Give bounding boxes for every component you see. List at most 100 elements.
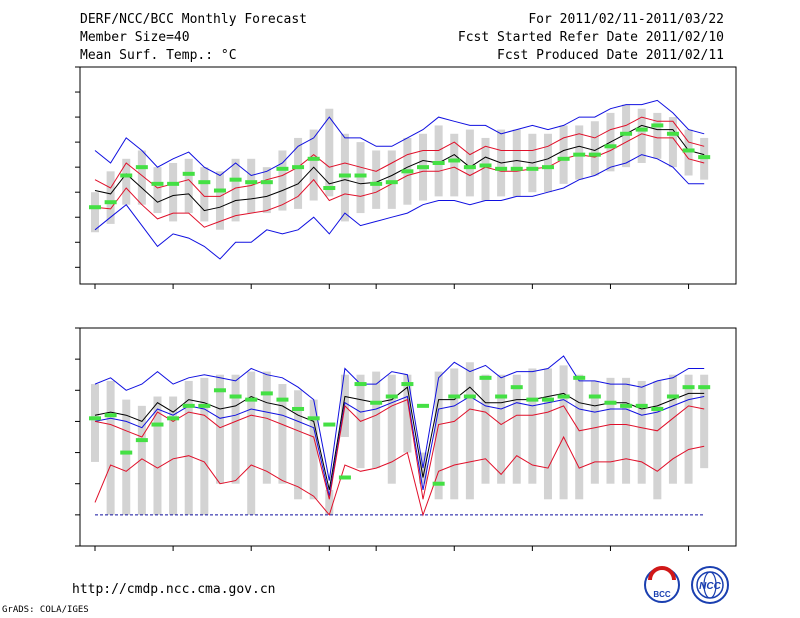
temp-green-marker (323, 186, 336, 191)
temp-green-marker (167, 181, 180, 186)
temp-green-marker (213, 188, 226, 193)
prec-ensemble-box (309, 399, 318, 500)
temp-green-marker (182, 171, 195, 176)
temp-ensemble-box (653, 112, 662, 159)
temp-ensemble-box (356, 142, 365, 214)
temp-ensemble-box (91, 192, 99, 233)
prec-inner-high-line (94, 398, 705, 500)
bcc-logo-text: BCC (653, 590, 671, 599)
temp-green-marker (573, 152, 586, 157)
temp-plot-frame (79, 66, 737, 285)
prec-green-marker (432, 481, 445, 486)
temp-ensemble-box (325, 108, 334, 197)
temp-ensemble-box (481, 137, 490, 201)
prec-green-marker (401, 382, 414, 387)
temp-green-marker (510, 166, 523, 171)
temp-green-marker (276, 166, 289, 171)
prec-green-marker (292, 406, 305, 411)
bcc-logo: BCC (644, 566, 680, 603)
prec-green-marker (229, 394, 242, 399)
temp-ensemble-box (294, 137, 303, 209)
temp-ensemble-box (200, 167, 209, 222)
temp-green-marker (526, 166, 539, 171)
prec-ensemble-box (387, 374, 396, 484)
temp-ensemble-box (169, 162, 178, 222)
temp-ensemble-box (215, 171, 224, 230)
prec-ensemble-box (637, 380, 646, 484)
forecast-started: Fcst Started Refer Date 2011/02/10 (457, 30, 724, 45)
temp-green-marker (151, 181, 164, 186)
prec-ensemble-box (231, 374, 240, 484)
prec-green-marker (323, 422, 336, 427)
temp-green-marker (620, 131, 633, 136)
prec-green-marker (495, 394, 508, 399)
temp-green-marker (495, 166, 508, 171)
temp-green-marker (479, 163, 492, 168)
prec-ensemble-box (512, 374, 521, 484)
temp-green-marker (260, 180, 273, 185)
temp-green-marker (635, 127, 648, 132)
prec-ensemble-box (184, 380, 193, 515)
prec-outer-high-line (94, 355, 705, 481)
temp-green-marker (541, 165, 554, 170)
prec-ensemble-box (294, 390, 303, 500)
temperature-panel (75, 66, 737, 289)
temp-green-marker (338, 173, 351, 178)
prec-green-marker (213, 388, 226, 393)
prec-green-marker (167, 416, 180, 421)
prec-ensemble-box (543, 368, 552, 500)
prec-ensemble-box (372, 371, 381, 469)
temp-ensemble-box (543, 133, 552, 193)
temp-ensemble-box (684, 129, 693, 176)
prec-green-marker (104, 413, 117, 418)
temp-green-marker (588, 152, 601, 157)
prec-ensemble-box (653, 380, 662, 500)
prec-inner-low-line (94, 435, 705, 517)
temp-outer-high-line (94, 99, 705, 177)
temp-ensemble-box (575, 125, 584, 180)
temp-green-marker (104, 200, 117, 205)
temp-ensemble-box (512, 129, 521, 197)
prec-ensemble-box (153, 396, 162, 515)
prec-green-marker (651, 406, 664, 411)
forecast-period: For 2011/02/11-2011/03/22 (528, 12, 724, 27)
temp-ensemble-box (309, 129, 318, 201)
prec-green-marker (698, 385, 711, 390)
prec-ensemble-box (403, 374, 412, 453)
temp-ensemble-box (184, 158, 193, 214)
temp-ensemble-box (434, 125, 443, 197)
website-url[interactable]: http://cmdp.ncc.cma.gov.cn (72, 582, 276, 597)
prec-ensemble-box (215, 374, 224, 484)
temp-green-marker (432, 160, 445, 165)
prec-green-marker (307, 416, 320, 421)
temp-green-marker (198, 180, 211, 185)
temp-ensemble-box (231, 158, 240, 222)
grads-credit: GrADS: COLA/IGES (2, 605, 89, 615)
prec-median-line (94, 386, 705, 491)
prec-ensemble-box (700, 374, 709, 469)
prec-ensemble-box (169, 396, 178, 515)
prec-green-marker (448, 394, 461, 399)
prec-ensemble-box (559, 365, 568, 500)
prec-ensemble-box (137, 405, 146, 515)
prec-ensemble-box (434, 371, 443, 500)
prec-ensemble-box (106, 380, 115, 515)
prec-green-marker (276, 397, 289, 402)
temp-green-marker (89, 205, 101, 210)
prec-green-marker (385, 394, 398, 399)
temp-green-marker (354, 173, 367, 178)
temp-green-marker (370, 181, 383, 186)
temp-green-marker (229, 177, 242, 182)
temp-green-marker (604, 144, 617, 149)
temp-ensemble-box (137, 150, 146, 205)
temp-ensemble-box (278, 150, 287, 211)
prec-green-marker (135, 438, 148, 443)
prec-ensemble-box (325, 489, 334, 515)
temp-ensemble-box (372, 150, 381, 209)
temp-ensemble-box (262, 167, 271, 214)
prec-green-marker (182, 403, 195, 408)
temp-green-marker (651, 123, 664, 128)
prec-ensemble-box (606, 377, 615, 484)
prec-ensemble-box (122, 399, 131, 515)
prec-green-marker (682, 385, 695, 390)
